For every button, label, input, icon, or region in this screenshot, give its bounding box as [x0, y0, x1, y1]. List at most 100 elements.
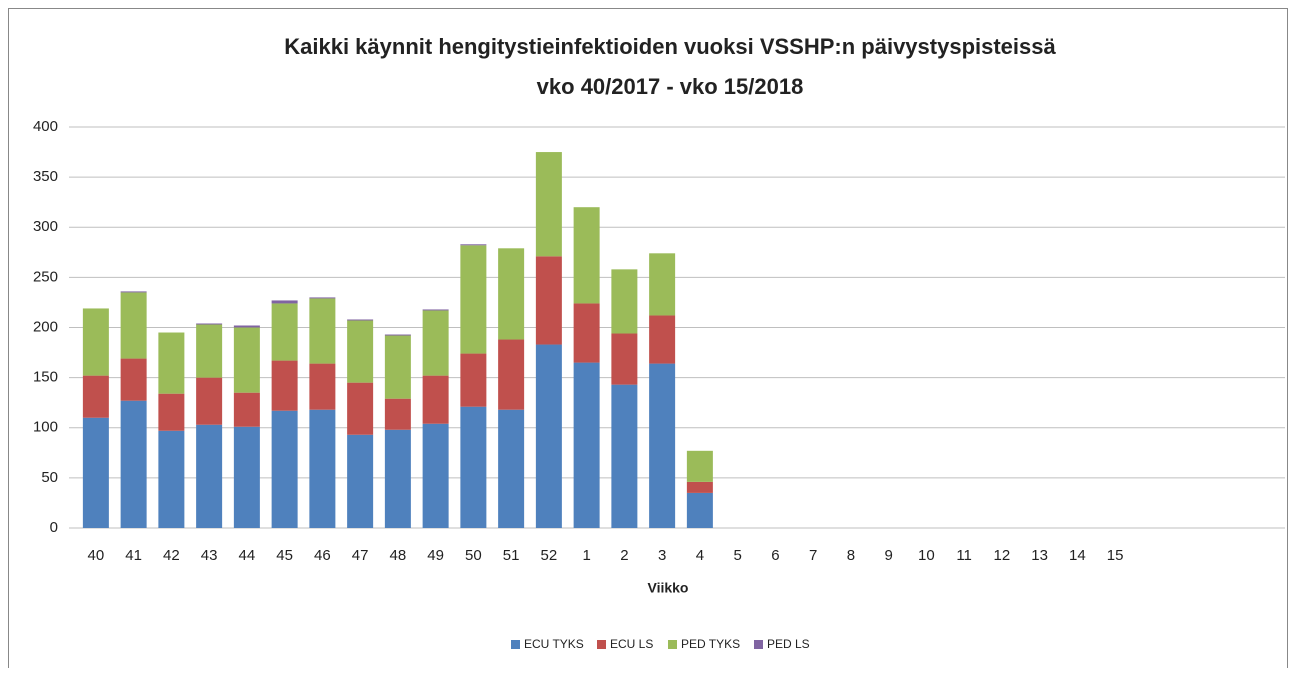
bar-segment — [649, 253, 676, 316]
bar-segment — [120, 292, 147, 359]
x-tick-label: 50 — [465, 547, 482, 564]
x-tick-label: 52 — [541, 547, 558, 564]
x-tick-label: 7 — [809, 547, 817, 564]
x-tick-label: 43 — [201, 547, 218, 564]
bar-segment — [649, 363, 676, 528]
bar-segment — [422, 309, 449, 311]
x-tick-label: 45 — [276, 547, 293, 564]
x-tick-label: 8 — [847, 547, 855, 564]
bar-segment — [611, 333, 638, 385]
x-tick-label: 11 — [956, 547, 972, 564]
x-tick-label: 14 — [1069, 547, 1086, 564]
bar-segment — [384, 398, 411, 430]
bar-segment — [347, 434, 374, 528]
x-tick-label: 13 — [1031, 547, 1048, 564]
bar-segment — [498, 248, 525, 340]
bar-segment — [686, 450, 713, 482]
legend-label: ECU TYKS — [524, 637, 584, 651]
bar-segment — [271, 303, 298, 361]
bar-segment — [271, 360, 298, 411]
bar-segment — [309, 298, 336, 364]
y-tick-label: 200 — [33, 318, 58, 335]
bar-segment — [460, 406, 487, 528]
bar-segment — [271, 410, 298, 528]
bar-segment — [573, 362, 600, 528]
x-tick-label: 1 — [582, 547, 590, 564]
bar-segment — [82, 308, 109, 376]
bar-segment — [347, 319, 374, 321]
bar-segment — [384, 334, 411, 336]
bar-segment — [233, 392, 260, 427]
y-tick-label: 250 — [33, 268, 58, 285]
bar-segment — [120, 400, 147, 528]
bar-segment — [82, 417, 109, 528]
bar-segment — [158, 393, 185, 431]
bar-segment — [82, 375, 109, 418]
x-tick-label: 44 — [239, 547, 256, 564]
bar-segment — [498, 409, 525, 528]
bar-segment — [233, 325, 260, 328]
bar-segment — [498, 339, 525, 410]
bar-segment — [309, 297, 336, 299]
x-tick-label: 40 — [88, 547, 105, 564]
legend-swatch — [754, 640, 763, 649]
x-tick-label: 48 — [390, 547, 407, 564]
bar-segment — [196, 377, 223, 425]
x-tick-label: 5 — [733, 547, 741, 564]
bar-segment — [422, 423, 449, 528]
legend-swatch — [511, 640, 520, 649]
y-tick-label: 150 — [33, 369, 58, 386]
y-tick-label: 300 — [33, 218, 58, 235]
y-tick-label: 350 — [33, 168, 58, 185]
bar-segment — [196, 324, 223, 378]
bar-segment — [460, 244, 487, 246]
bar-segment — [309, 363, 336, 410]
bar-segment — [384, 335, 411, 399]
x-tick-label: 46 — [314, 547, 331, 564]
bar-segment — [535, 152, 562, 257]
bar-segment — [347, 382, 374, 435]
bar-segment — [233, 426, 260, 528]
y-tick-label: 50 — [41, 469, 58, 486]
bar-segment — [573, 303, 600, 363]
bar-segment — [384, 429, 411, 528]
bar-segment — [686, 481, 713, 493]
chart-title: Kaikki käynnit hengitystieinfektioiden v… — [284, 34, 1056, 59]
x-tick-label: 41 — [125, 547, 142, 564]
x-tick-label: 6 — [771, 547, 779, 564]
bar-segment — [611, 269, 638, 334]
bar-segment — [422, 375, 449, 424]
x-tick-label: 51 — [503, 547, 520, 564]
x-tick-label: 4 — [696, 547, 704, 564]
x-tick-label: 12 — [994, 547, 1011, 564]
legend-label: PED LS — [767, 637, 810, 651]
chart-subtitle: vko 40/2017 - vko 15/2018 — [537, 74, 804, 99]
bar-segment — [120, 358, 147, 401]
bar-segment — [649, 315, 676, 364]
bar-segment — [535, 344, 562, 528]
x-tick-label: 15 — [1107, 547, 1124, 564]
bar-segment — [233, 327, 260, 393]
bar-segment — [422, 310, 449, 376]
y-tick-label: 0 — [50, 519, 58, 536]
legend-swatch — [597, 640, 606, 649]
x-axis-label: Viikko — [648, 580, 689, 596]
bar-segment — [158, 430, 185, 528]
x-tick-label: 3 — [658, 547, 666, 564]
x-tick-label: 2 — [620, 547, 628, 564]
bar-segment — [271, 300, 298, 304]
legend-label: PED TYKS — [681, 637, 740, 651]
x-tick-label: 9 — [884, 547, 892, 564]
bar-segment — [347, 320, 374, 383]
y-tick-label: 100 — [33, 419, 58, 436]
x-tick-label: 47 — [352, 547, 369, 564]
bar-segment — [309, 409, 336, 528]
bar-segment — [120, 291, 147, 293]
bar-segment — [460, 245, 487, 354]
bar-segment — [535, 256, 562, 345]
bar-segment — [686, 492, 713, 528]
bar-segment — [611, 384, 638, 528]
legend-label: ECU LS — [610, 637, 653, 651]
bar-segment — [196, 424, 223, 528]
